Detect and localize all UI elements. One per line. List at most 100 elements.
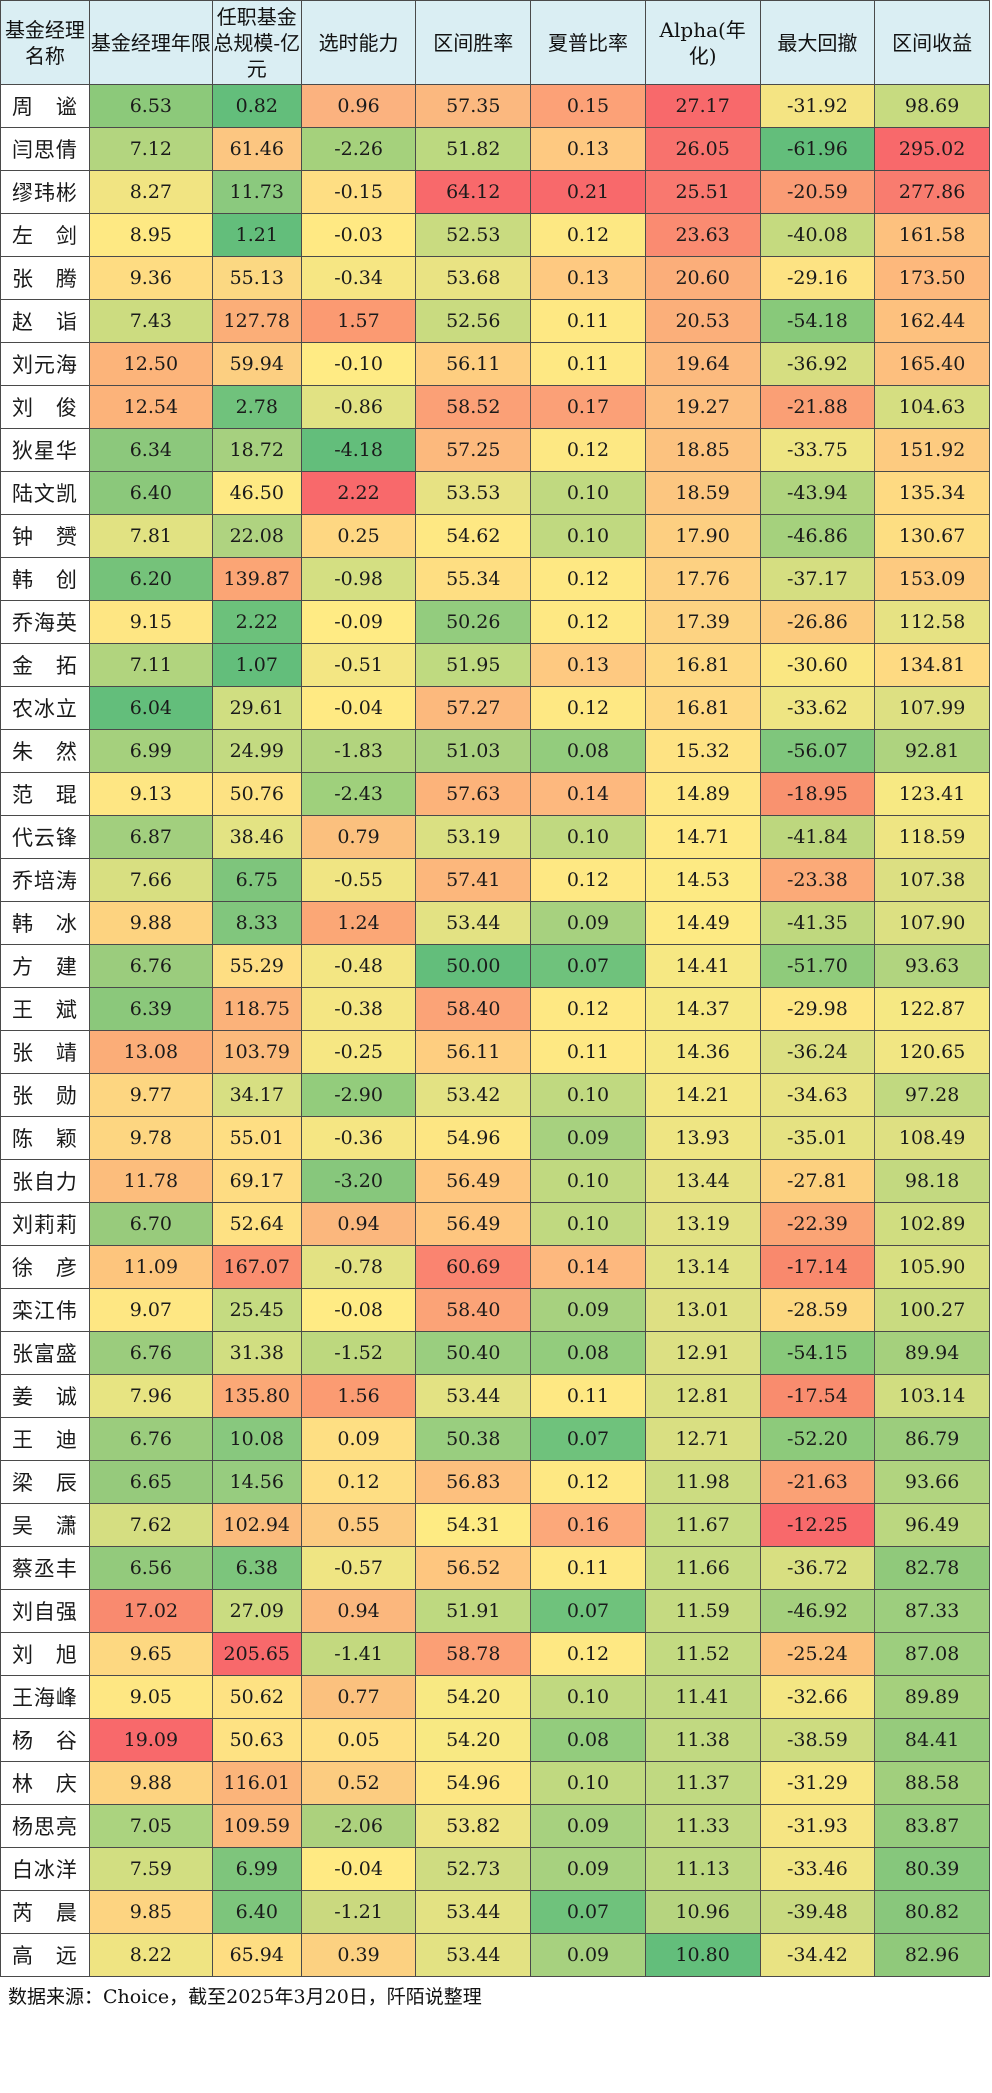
total-fund-size-cell: 1.07 [211,643,302,687]
table-row[interactable]: 农冰立 6.04 29.61 -0.04 57.27 0.12 16.81 -33.62 107… [0,686,990,730]
table-row[interactable]: 代云锋 6.87 38.46 0.79 53.19 0.10 14.71 -41.84 118.… [0,815,990,859]
table-row[interactable]: 芮 晨 9.85 6.40 -1.21 53.44 0.07 10.96 -39.48 80.8… [0,1890,990,1934]
table-row[interactable]: 陆文凯 6.40 46.50 2.22 53.53 0.10 18.59 -43.94 135.… [0,471,990,515]
table-row[interactable]: 刘 旭 9.65 205.65 -1.41 58.78 0.12 11.52 -25.24 87… [0,1632,990,1676]
manager-name-cell: 陆文凯 [0,471,90,515]
interval-return-cell: 162.44 [874,299,990,343]
sharpe-ratio-cell: 0.12 [530,686,646,730]
total-fund-size-cell: 50.62 [211,1675,302,1719]
interval-return-cell: 173.50 [874,256,990,300]
interval-return-cell: 87.33 [874,1589,990,1633]
interval-return-cell: 107.99 [874,686,990,730]
table-row[interactable]: 赵 诣 7.43 127.78 1.57 52.56 0.11 20.53 -54.18 162… [0,299,990,343]
total-fund-size-cell: 29.61 [211,686,302,730]
tenure-years-cell: 6.04 [88,686,213,730]
win-rate-cell: 53.44 [415,901,532,945]
header-max-drawdown[interactable]: 最大回撤 [759,0,876,85]
table-row[interactable]: 金 拓 7.11 1.07 -0.51 51.95 0.13 16.81 -30.60 134.… [0,643,990,687]
table-row[interactable]: 闫思倩 7.12 61.46 -2.26 51.82 0.13 26.05 -61.96 295… [0,127,990,171]
manager-name-cell: 林 庆 [0,1761,90,1805]
table-row[interactable]: 高 远 8.22 65.94 0.39 53.44 0.09 10.80 -34.42 82.9… [0,1933,990,1977]
total-fund-size-cell: 46.50 [211,471,302,515]
table-row[interactable]: 梁 辰 6.65 14.56 0.12 56.83 0.12 11.98 -21.63 93.6… [0,1460,990,1504]
sharpe-ratio-cell: 0.15 [530,84,646,128]
sharpe-ratio-cell: 0.11 [530,342,646,386]
table-row[interactable]: 栾江伟 9.07 25.45 -0.08 58.40 0.09 13.01 -28.59 100… [0,1288,990,1332]
header-alpha[interactable]: Alpha(年化) [644,0,761,85]
table-row[interactable]: 钟 赟 7.81 22.08 0.25 54.62 0.10 17.90 -46.86 130.… [0,514,990,558]
manager-name-cell: 方 建 [0,944,90,988]
header-timing-ability[interactable]: 选时能力 [300,0,417,85]
manager-name-cell: 韩 创 [0,557,90,601]
alpha-cell: 11.13 [644,1847,761,1891]
win-rate-cell: 53.42 [415,1073,532,1117]
total-fund-size-cell: 69.17 [211,1159,302,1203]
win-rate-cell: 55.34 [415,557,532,601]
manager-name-cell: 狄星华 [0,428,90,472]
table-row[interactable]: 徐 彦 11.09 167.07 -0.78 60.69 0.14 13.14 -17.14 1… [0,1245,990,1289]
table-row[interactable]: 缪玮彬 8.27 11.73 -0.15 64.12 0.21 25.51 -20.59 277… [0,170,990,214]
sharpe-ratio-cell: 0.11 [530,299,646,343]
header-sharpe-ratio[interactable]: 夏普比率 [530,0,646,85]
table-row[interactable]: 张 靖 13.08 103.79 -0.25 56.11 0.11 14.36 -36.24 1… [0,1030,990,1074]
table-row[interactable]: 韩 冰 9.88 8.33 1.24 53.44 0.09 14.49 -41.35 107.9… [0,901,990,945]
table-row[interactable]: 刘自强 17.02 27.09 0.94 51.91 0.07 11.59 -46.92 87.… [0,1589,990,1633]
header-interval-return[interactable]: 区间收益 [874,0,990,85]
table-row[interactable]: 左 剑 8.95 1.21 -0.03 52.53 0.12 23.63 -40.08 161.… [0,213,990,257]
table-row[interactable]: 乔海英 9.15 2.22 -0.09 50.26 0.12 17.39 -26.86 112.… [0,600,990,644]
table-row[interactable]: 吴 潇 7.62 102.94 0.55 54.31 0.16 11.67 -12.25 96.… [0,1503,990,1547]
tenure-years-cell: 6.87 [88,815,213,859]
sharpe-ratio-cell: 0.08 [530,729,646,773]
alpha-cell: 11.41 [644,1675,761,1719]
total-fund-size-cell: 6.40 [211,1890,302,1934]
table-row[interactable]: 杨思亮 7.05 109.59 -2.06 53.82 0.09 11.33 -31.93 83… [0,1804,990,1848]
win-rate-cell: 56.11 [415,1030,532,1074]
header-win-rate[interactable]: 区间胜率 [415,0,532,85]
alpha-cell: 18.85 [644,428,761,472]
table-row[interactable]: 方 建 6.76 55.29 -0.48 50.00 0.07 14.41 -51.70 93.… [0,944,990,988]
table-row[interactable]: 王 迪 6.76 10.08 0.09 50.38 0.07 12.71 -52.20 86.7… [0,1417,990,1461]
table-row[interactable]: 范 琨 9.13 50.76 -2.43 57.63 0.14 14.89 -18.95 123… [0,772,990,816]
timing-ability-cell: -0.57 [300,1546,417,1590]
max-drawdown-cell: -29.16 [759,256,876,300]
interval-return-cell: 93.63 [874,944,990,988]
table-row[interactable]: 张自力 11.78 69.17 -3.20 56.49 0.10 13.44 -27.81 98… [0,1159,990,1203]
table-row[interactable]: 张 腾 9.36 55.13 -0.34 53.68 0.13 20.60 -29.16 173… [0,256,990,300]
win-rate-cell: 50.00 [415,944,532,988]
table-row[interactable]: 刘 俊 12.54 2.78 -0.86 58.52 0.17 19.27 -21.88 104… [0,385,990,429]
table-row[interactable]: 狄星华 6.34 18.72 -4.18 57.25 0.12 18.85 -33.75 151… [0,428,990,472]
header-row: 基金经理名称 基金经理年限 任职基金总规模-亿元 选时能力 区间胜率 夏普比率 … [0,0,990,85]
tenure-years-cell: 11.09 [88,1245,213,1289]
header-manager-name[interactable]: 基金经理名称 [0,0,90,85]
max-drawdown-cell: -56.07 [759,729,876,773]
table-row[interactable]: 张富盛 6.76 31.38 -1.52 50.40 0.08 12.91 -54.15 89.… [0,1331,990,1375]
tenure-years-cell: 7.62 [88,1503,213,1547]
table-row[interactable]: 蔡丞丰 6.56 6.38 -0.57 56.52 0.11 11.66 -36.72 82.7… [0,1546,990,1590]
table-row[interactable]: 张 勋 9.77 34.17 -2.90 53.42 0.10 14.21 -34.63 97.… [0,1073,990,1117]
table-row[interactable]: 刘元海 12.50 59.94 -0.10 56.11 0.11 19.64 -36.92 16… [0,342,990,386]
win-rate-cell: 52.73 [415,1847,532,1891]
table-row[interactable]: 王 斌 6.39 118.75 -0.38 58.40 0.12 14.37 -29.98 12… [0,987,990,1031]
tenure-years-cell: 12.54 [88,385,213,429]
table-row[interactable]: 周 谧 6.53 0.82 0.96 57.35 0.15 27.17 -31.92 98.69 [0,84,990,128]
timing-ability-cell: 0.94 [300,1202,417,1246]
table-row[interactable]: 朱 然 6.99 24.99 -1.83 51.03 0.08 15.32 -56.07 92.… [0,729,990,773]
max-drawdown-cell: -20.59 [759,170,876,214]
table-row[interactable]: 刘莉莉 6.70 52.64 0.94 56.49 0.10 13.19 -22.39 102.… [0,1202,990,1246]
table-row[interactable]: 韩 创 6.20 139.87 -0.98 55.34 0.12 17.76 -37.17 15… [0,557,990,601]
table-row[interactable]: 林 庆 9.88 116.01 0.52 54.96 0.10 11.37 -31.29 88.… [0,1761,990,1805]
tenure-years-cell: 7.43 [88,299,213,343]
max-drawdown-cell: -40.08 [759,213,876,257]
header-total-fund-size[interactable]: 任职基金总规模-亿元 [211,0,302,85]
tenure-years-cell: 13.08 [88,1030,213,1074]
table-row[interactable]: 乔培涛 7.66 6.75 -0.55 57.41 0.12 14.53 -23.38 107.… [0,858,990,902]
timing-ability-cell: 0.96 [300,84,417,128]
table-row[interactable]: 白冰洋 7.59 6.99 -0.04 52.73 0.09 11.13 -33.46 80.3… [0,1847,990,1891]
header-tenure-years[interactable]: 基金经理年限 [88,0,213,85]
table-row[interactable]: 姜 诚 7.96 135.80 1.56 53.44 0.11 12.81 -17.54 103… [0,1374,990,1418]
max-drawdown-cell: -12.25 [759,1503,876,1547]
table-row[interactable]: 陈 颖 9.78 55.01 -0.36 54.96 0.09 13.93 -35.01 108… [0,1116,990,1160]
win-rate-cell: 57.41 [415,858,532,902]
table-row[interactable]: 杨 谷 19.09 50.63 0.05 54.20 0.08 11.38 -38.59 84.… [0,1718,990,1762]
table-row[interactable]: 王海峰 9.05 50.62 0.77 54.20 0.10 11.41 -32.66 89.8… [0,1675,990,1719]
